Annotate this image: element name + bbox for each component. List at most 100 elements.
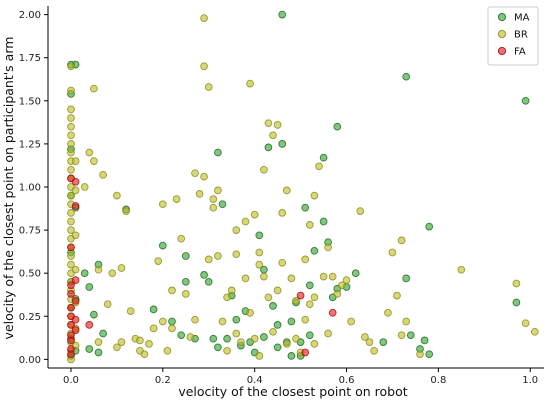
point-ma bbox=[214, 148, 222, 157]
point-fa bbox=[71, 276, 80, 284]
y-tick-label: 1.75 bbox=[19, 53, 41, 64]
point-br bbox=[67, 122, 75, 131]
point-br bbox=[301, 315, 310, 324]
y-tick-labels: 0.00 0.25 0.50 0.75 1.00 1.25 1.50 1.75 2.00 bbox=[19, 10, 41, 366]
legend-marker-fa bbox=[497, 46, 507, 56]
y-tick-label: 1.50 bbox=[19, 96, 41, 107]
point-br bbox=[223, 293, 231, 302]
point-br bbox=[319, 272, 328, 281]
point-br bbox=[342, 276, 351, 284]
point-br bbox=[85, 148, 94, 157]
point-fa bbox=[67, 321, 75, 329]
point-ma bbox=[301, 203, 310, 212]
x-tick-label: 0.2 bbox=[155, 375, 171, 386]
point-br bbox=[347, 317, 355, 326]
point-br bbox=[158, 200, 167, 209]
point-ma bbox=[319, 153, 328, 162]
point-br bbox=[305, 300, 314, 309]
point-fa bbox=[71, 315, 80, 324]
point-ma bbox=[278, 140, 287, 148]
x-tick-label: 0.8 bbox=[430, 375, 446, 386]
point-br bbox=[67, 165, 75, 174]
point-br bbox=[393, 291, 401, 300]
point-br bbox=[94, 265, 103, 274]
point-br bbox=[67, 191, 75, 200]
legend-marker-ma bbox=[497, 12, 507, 22]
y-tick-label: 0.00 bbox=[19, 355, 41, 366]
point-br bbox=[282, 340, 291, 348]
point-br bbox=[530, 327, 539, 336]
point-ma bbox=[273, 321, 282, 329]
point-fa bbox=[71, 326, 80, 334]
points-layer bbox=[67, 10, 539, 364]
point-br bbox=[269, 327, 277, 336]
point-br bbox=[80, 183, 89, 191]
point-fa bbox=[301, 348, 310, 357]
point-br bbox=[94, 338, 103, 346]
point-br bbox=[388, 248, 397, 257]
point-br bbox=[521, 319, 530, 328]
point-br bbox=[204, 255, 213, 264]
point-ma bbox=[512, 298, 521, 307]
x-tick-label: 1.0 bbox=[522, 375, 538, 386]
point-br bbox=[200, 14, 208, 22]
legend: MA BR FA bbox=[487, 6, 539, 66]
point-ma bbox=[305, 331, 314, 340]
point-br bbox=[108, 269, 117, 278]
point-fa bbox=[67, 336, 75, 345]
point-ma bbox=[351, 269, 360, 278]
x-axis-label: velocity of the closest point on robot bbox=[178, 384, 407, 399]
point-ma bbox=[287, 317, 296, 326]
point-br bbox=[232, 329, 241, 338]
point-br bbox=[136, 336, 144, 345]
point-ma bbox=[379, 338, 388, 346]
legend-box bbox=[487, 6, 539, 66]
point-br bbox=[71, 265, 80, 274]
point-ma bbox=[319, 217, 328, 226]
legend-marker-br bbox=[497, 29, 507, 39]
point-ma bbox=[85, 345, 94, 353]
point-br bbox=[273, 286, 282, 295]
point-br bbox=[324, 243, 332, 252]
point-br bbox=[397, 331, 406, 340]
point-br bbox=[250, 334, 259, 343]
point-br bbox=[338, 281, 346, 290]
point-br bbox=[328, 272, 337, 281]
point-br bbox=[71, 231, 80, 240]
point-br bbox=[90, 84, 98, 93]
point-br bbox=[67, 148, 75, 157]
y-tick-label: 2.00 bbox=[19, 10, 41, 21]
point-ma bbox=[425, 222, 434, 231]
point-ma bbox=[255, 231, 264, 240]
point-br bbox=[67, 226, 75, 234]
point-br bbox=[204, 83, 213, 91]
point-ma bbox=[425, 350, 434, 359]
point-ma bbox=[158, 241, 167, 250]
point-br bbox=[269, 131, 277, 140]
point-br bbox=[67, 260, 75, 269]
point-br bbox=[292, 334, 300, 343]
point-br bbox=[246, 308, 254, 317]
point-ma bbox=[209, 334, 218, 343]
point-fa bbox=[67, 243, 75, 252]
point-ma bbox=[168, 317, 176, 326]
point-br bbox=[67, 131, 75, 140]
point-fa bbox=[67, 281, 75, 290]
point-br bbox=[255, 352, 264, 360]
y-tick-label: 0.75 bbox=[19, 226, 41, 237]
x-tick-labels: 0.0 0.2 0.4 0.6 0.8 1.0 bbox=[63, 375, 538, 386]
point-fa bbox=[67, 303, 75, 312]
point-ma bbox=[269, 302, 277, 310]
point-br bbox=[186, 333, 195, 341]
point-br bbox=[154, 257, 163, 265]
point-br bbox=[191, 169, 199, 178]
legend-label-fa: FA bbox=[514, 47, 526, 58]
point-ma bbox=[402, 72, 411, 81]
y-tick-label: 0.25 bbox=[19, 312, 41, 323]
point-br bbox=[264, 293, 273, 302]
point-br bbox=[260, 272, 268, 281]
point-br bbox=[163, 346, 172, 355]
point-br bbox=[333, 290, 342, 298]
point-br bbox=[67, 62, 75, 71]
